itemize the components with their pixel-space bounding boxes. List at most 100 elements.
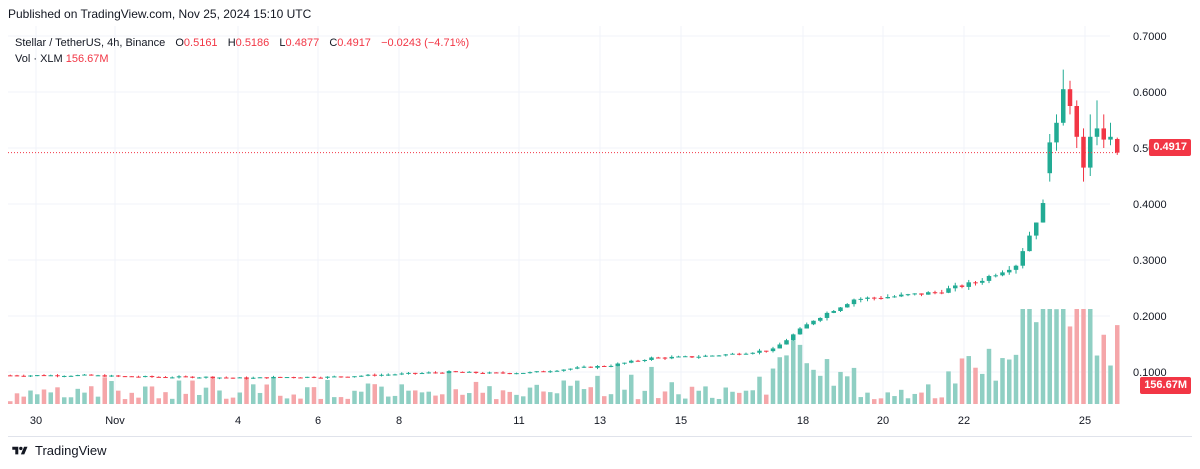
candle-body bbox=[399, 373, 404, 375]
volume-bar bbox=[1081, 309, 1086, 404]
candle-body bbox=[1101, 128, 1106, 140]
candle-body bbox=[737, 353, 742, 355]
x-tick-label: 8 bbox=[396, 415, 402, 427]
candle-body bbox=[912, 293, 917, 295]
candle-body bbox=[62, 375, 67, 377]
volume-bar bbox=[122, 399, 128, 404]
volume-bar bbox=[980, 373, 985, 404]
volume-bar bbox=[1020, 309, 1025, 404]
candle-body bbox=[224, 377, 229, 379]
close-value: 0.4917 bbox=[337, 37, 371, 49]
volume-bar bbox=[689, 386, 695, 404]
y-tick-label: 0.3000 bbox=[1133, 255, 1167, 267]
volume-bar bbox=[730, 391, 735, 404]
volume-bar bbox=[271, 377, 276, 404]
x-tick-label: 20 bbox=[877, 415, 889, 427]
candle-body bbox=[1061, 89, 1066, 123]
volume-bar bbox=[305, 387, 310, 404]
volume-bar bbox=[676, 394, 681, 404]
volume-bar bbox=[770, 368, 776, 404]
volume-bar bbox=[217, 390, 222, 404]
volume-legend: Vol · XLM 156.67M bbox=[15, 51, 109, 67]
candle-body bbox=[689, 356, 695, 358]
candle-body bbox=[460, 371, 465, 373]
volume-bar bbox=[764, 394, 769, 404]
y-tick-label: 0.4000 bbox=[1133, 199, 1167, 211]
candle-body bbox=[170, 377, 175, 379]
volume-bar bbox=[635, 399, 641, 404]
volume-bar bbox=[912, 393, 917, 404]
x-tick-label: Nov bbox=[105, 415, 125, 427]
candle-body bbox=[244, 377, 249, 379]
candle-body bbox=[237, 377, 242, 379]
candle-body bbox=[1054, 122, 1059, 143]
volume-bar bbox=[1115, 325, 1120, 404]
volume-bar bbox=[642, 390, 647, 404]
candle-body bbox=[28, 375, 33, 377]
candle-body bbox=[608, 365, 614, 367]
volume-bar bbox=[75, 388, 80, 404]
volume-bar bbox=[413, 390, 418, 404]
volume-bar bbox=[500, 390, 506, 404]
candle-body bbox=[68, 375, 74, 377]
candle-body bbox=[217, 377, 222, 379]
volume-bar bbox=[885, 392, 890, 404]
candle-body bbox=[966, 282, 971, 287]
volume-bar bbox=[473, 381, 479, 404]
y-tick-label: 0.1000 bbox=[1133, 367, 1167, 379]
candle-body bbox=[878, 297, 884, 299]
volume-bar bbox=[116, 390, 121, 404]
volume-bar bbox=[62, 397, 67, 404]
volume-bar bbox=[156, 398, 161, 404]
volume-bar bbox=[109, 381, 114, 404]
candle-body bbox=[332, 376, 337, 378]
candle-body bbox=[953, 285, 958, 289]
volume-bar bbox=[426, 391, 431, 404]
volume-bar bbox=[669, 382, 674, 404]
volume-bar bbox=[737, 392, 742, 404]
y-tick-label: 0.7000 bbox=[1133, 31, 1167, 43]
volume-bar bbox=[1074, 309, 1079, 404]
volume-bar bbox=[359, 391, 364, 404]
volume-bar bbox=[264, 384, 269, 404]
volume-bar bbox=[1088, 309, 1093, 404]
volume-bar bbox=[953, 383, 958, 404]
volume-bar bbox=[851, 367, 857, 404]
candle-body bbox=[149, 376, 155, 378]
volume-bar bbox=[716, 398, 722, 404]
x-tick-label: 13 bbox=[594, 415, 606, 427]
candle-body bbox=[541, 371, 546, 373]
legend: Stellar / TetherUS, 4h, Binance O0.5161 … bbox=[15, 35, 469, 51]
volume-bar bbox=[55, 387, 60, 404]
candle-body bbox=[662, 357, 668, 359]
volume-bar bbox=[568, 385, 573, 404]
change-value: −0.0243 (−4.71%) bbox=[381, 37, 470, 49]
candle-body bbox=[413, 372, 418, 374]
volume-bar bbox=[959, 358, 965, 404]
volume-bar bbox=[1061, 309, 1066, 404]
volume-bar bbox=[595, 375, 600, 404]
candle-body bbox=[926, 292, 931, 295]
candlestick-chart[interactable]: 0.10000.20000.30000.40000.50000.60000.70… bbox=[8, 26, 1192, 436]
volume-bar bbox=[230, 397, 236, 404]
volume-bar bbox=[1000, 358, 1005, 404]
candle-body bbox=[838, 307, 843, 312]
candle-body bbox=[55, 375, 60, 377]
volume-bar bbox=[440, 394, 445, 404]
volume-bar bbox=[865, 392, 870, 404]
volume-bar bbox=[784, 355, 789, 404]
candle-body bbox=[305, 376, 310, 378]
volume-bar bbox=[82, 392, 87, 404]
footer-brand: TradingView bbox=[35, 443, 107, 458]
candle-body bbox=[831, 311, 836, 313]
candle-body bbox=[163, 377, 168, 379]
x-tick-label: 22 bbox=[958, 415, 970, 427]
volume-bar bbox=[244, 377, 249, 404]
volume-bar bbox=[824, 359, 830, 404]
candle-body bbox=[183, 376, 188, 378]
candle-body bbox=[1027, 235, 1032, 252]
volume-bar bbox=[818, 375, 823, 404]
volume-bar bbox=[28, 390, 33, 404]
candle-body bbox=[392, 374, 398, 376]
volume-bar bbox=[433, 395, 438, 404]
